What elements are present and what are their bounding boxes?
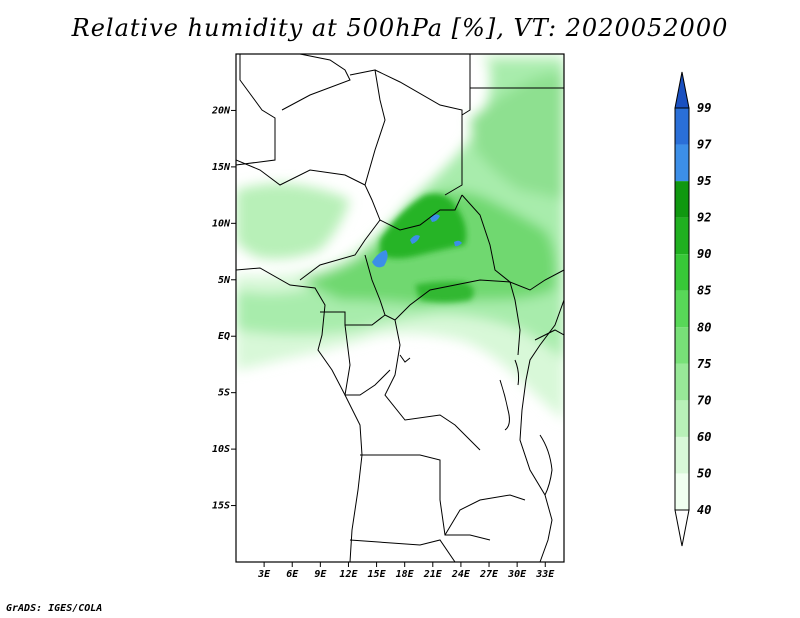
lat-tick-label: 10S xyxy=(212,444,230,455)
lon-tick-label: 15E xyxy=(368,569,387,580)
colorbar-label: 70 xyxy=(697,393,711,407)
lon-tick-label: 6E xyxy=(286,569,299,580)
grads-credit: GrADS: IGES/COLA xyxy=(6,603,103,614)
colorbar-label: 90 xyxy=(697,247,711,261)
coastline-east xyxy=(519,299,564,562)
colorbar-segment xyxy=(675,436,689,474)
border xyxy=(360,454,491,541)
border xyxy=(236,54,276,166)
plot-frame xyxy=(235,53,565,563)
colorbar-segment xyxy=(675,473,689,510)
border xyxy=(344,324,391,396)
colorbar-lower-arrow xyxy=(674,509,690,547)
humidity-core-south xyxy=(415,281,474,303)
lake-outline xyxy=(499,379,510,431)
colorbar-label: 80 xyxy=(697,320,711,334)
lake-outline xyxy=(539,434,553,496)
colorbar-label: 75 xyxy=(697,357,711,371)
humidity-band-north xyxy=(470,73,564,200)
humidity-band-west xyxy=(236,183,350,259)
colorbar-label: 92 xyxy=(697,211,711,225)
lon-tick-label: 12E xyxy=(339,569,358,580)
colorbar-frame xyxy=(674,107,690,511)
humidity-patch-95 xyxy=(454,240,462,247)
colorbar-segment xyxy=(675,181,689,218)
colorbar: 40 50 60 70 75 80 85 90 92 95 97 99 xyxy=(674,71,712,547)
lon-tick-label: 3E xyxy=(257,569,271,580)
lat-tick-label: 15N xyxy=(212,162,231,173)
border xyxy=(349,539,456,562)
lat-tick-label: EQ xyxy=(218,331,230,342)
colorbar-segment xyxy=(675,254,689,291)
border xyxy=(461,54,471,116)
border xyxy=(349,69,386,221)
colorbar-upper-arrow xyxy=(674,71,690,109)
lat-axis: 20N 15N 10N 5N EQ 5S 10S 15S xyxy=(211,105,236,512)
humidity-shading xyxy=(236,54,564,420)
coastline xyxy=(236,267,363,562)
colorbar-segment xyxy=(675,363,689,401)
colorbar-label: 97 xyxy=(697,138,712,152)
border xyxy=(509,281,521,356)
coastline-borders xyxy=(236,54,564,562)
colorbar-segment xyxy=(675,108,689,145)
colorbar-segment xyxy=(675,217,689,255)
border xyxy=(236,159,366,186)
border xyxy=(374,69,463,196)
river-outline xyxy=(399,354,411,363)
border xyxy=(534,329,564,341)
colorbar-label: 60 xyxy=(697,430,711,444)
humidity-patch-95 xyxy=(410,235,420,244)
lat-tick-label: 15S xyxy=(212,501,230,512)
colorbar-segment xyxy=(675,144,689,182)
lat-tick-label: 10N xyxy=(212,218,231,229)
colorbar-label: 85 xyxy=(697,284,711,298)
border xyxy=(384,319,481,451)
border xyxy=(461,194,511,283)
colorbar-label: 50 xyxy=(697,466,711,480)
lon-tick-label: 30E xyxy=(507,569,527,580)
humidity-patch-95 xyxy=(372,250,388,268)
border xyxy=(281,54,351,111)
lon-tick-label: 21E xyxy=(423,569,443,580)
border xyxy=(299,219,381,281)
lat-tick-label: 5N xyxy=(218,275,231,286)
humidity-patch-95 xyxy=(430,214,440,222)
colorbar-segment xyxy=(675,327,689,364)
colorbar-segment xyxy=(675,290,689,328)
lon-tick-label: 27E xyxy=(479,569,499,580)
lon-tick-label: 18E xyxy=(396,569,415,580)
lat-tick-label: 5S xyxy=(218,388,230,399)
colorbar-segment xyxy=(675,400,689,437)
colorbar-label: 40 xyxy=(697,503,711,517)
lon-tick-label: 9E xyxy=(314,569,327,580)
lon-tick-label: 24E xyxy=(451,569,471,580)
lon-tick-label: 33E xyxy=(535,569,555,580)
colorbar-label: 99 xyxy=(697,101,711,115)
lake-outline xyxy=(514,359,520,386)
border xyxy=(444,494,526,536)
border xyxy=(379,194,463,231)
border xyxy=(364,254,564,321)
map-title: Relative humidity at 500hPa [%], VT: 202… xyxy=(71,14,729,42)
lat-tick-label: 20N xyxy=(211,105,231,116)
lon-axis: 3E 6E 9E 12E 15E 18E 21E 24E 27E 30E 33E xyxy=(257,562,555,580)
colorbar-label: 95 xyxy=(697,174,711,188)
